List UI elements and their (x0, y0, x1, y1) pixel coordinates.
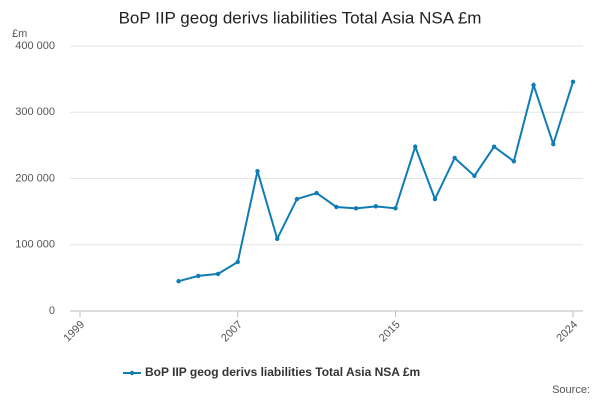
legend-label: BoP IIP geog derivs liabilities Total As… (145, 365, 420, 379)
data-point (511, 159, 517, 164)
data-point (255, 169, 260, 174)
x-tick-label: 2007 (219, 319, 245, 345)
data-point (373, 204, 378, 209)
y-axis-unit: £m (12, 28, 27, 40)
y-tick-label: 200 000 (15, 172, 55, 184)
data-point (176, 278, 181, 284)
data-point (472, 173, 477, 179)
data-point (334, 204, 339, 210)
data-point (196, 273, 201, 279)
x-tick-label: 2024 (554, 319, 580, 345)
data-point (353, 206, 359, 211)
y-tick-label: 100 000 (15, 239, 55, 251)
data-point (235, 259, 240, 265)
data-point (551, 141, 556, 147)
data-point (432, 196, 438, 202)
y-tick-label: 300 000 (15, 106, 55, 118)
data-point (413, 144, 418, 149)
data-point (393, 206, 398, 211)
chart-title: BoP IIP geog derivs liabilities Total As… (119, 8, 482, 27)
data-point (491, 144, 497, 149)
y-tick-label: 0 (49, 305, 55, 317)
data-point (215, 271, 221, 277)
data-point (314, 190, 319, 196)
data-point (452, 155, 457, 161)
data-point (570, 79, 576, 84)
y-tick-label: 400 000 (15, 40, 55, 52)
legend-swatch-dot (129, 370, 135, 376)
series-line (178, 81, 574, 283)
source-label: Source: (552, 384, 590, 396)
data-point (294, 196, 300, 202)
data-point (275, 236, 280, 241)
x-tick-label: 2015 (377, 319, 403, 345)
data-point (531, 82, 536, 88)
x-tick-label: 1999 (61, 319, 87, 345)
